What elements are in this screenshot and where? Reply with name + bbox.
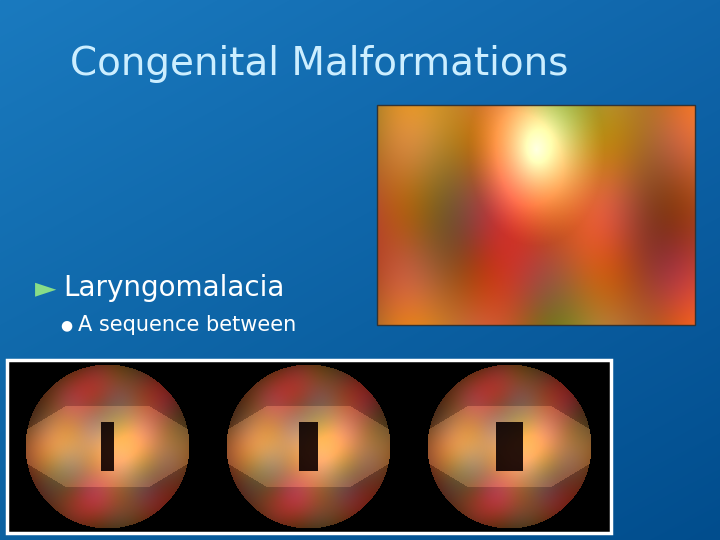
- Text: A sequence between: A sequence between: [78, 315, 296, 335]
- Text: ►: ►: [35, 274, 56, 302]
- Bar: [377, 105, 695, 325]
- Bar: [7, 360, 611, 533]
- Text: Laryngomalacia: Laryngomalacia: [63, 274, 284, 302]
- Text: ●: ●: [60, 318, 72, 332]
- Bar: [7, 360, 611, 533]
- Text: Congenital Malformations: Congenital Malformations: [70, 45, 568, 83]
